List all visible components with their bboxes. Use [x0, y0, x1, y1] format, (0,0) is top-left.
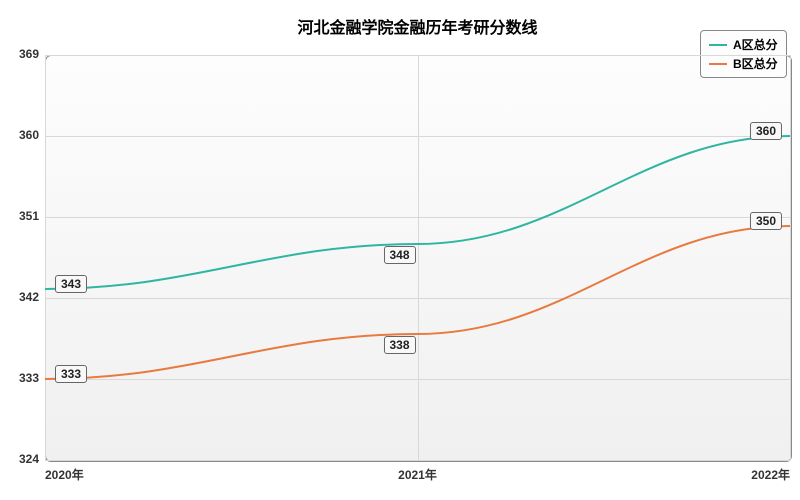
series-line — [45, 226, 790, 379]
x-axis-label: 2020年 — [45, 466, 105, 483]
y-axis-label: 333 — [5, 371, 39, 385]
y-axis-label: 351 — [5, 209, 39, 223]
data-point-label: 343 — [55, 275, 87, 293]
data-point-label: 360 — [750, 122, 782, 140]
x-axis-label: 2021年 — [388, 466, 448, 483]
data-point-label: 348 — [383, 246, 415, 264]
y-axis-label: 342 — [5, 290, 39, 304]
y-axis-label: 324 — [5, 452, 39, 466]
y-axis-label: 360 — [5, 128, 39, 142]
x-axis-label: 2022年 — [730, 466, 790, 483]
chart-container: 河北金融学院金融历年考研分数线 A区总分B区总分 324333342351360… — [0, 0, 800, 500]
series-line — [45, 136, 790, 289]
y-axis-label: 369 — [5, 47, 39, 61]
data-point-label: 338 — [383, 336, 415, 354]
data-point-label: 350 — [750, 212, 782, 230]
data-point-label: 333 — [55, 365, 87, 383]
